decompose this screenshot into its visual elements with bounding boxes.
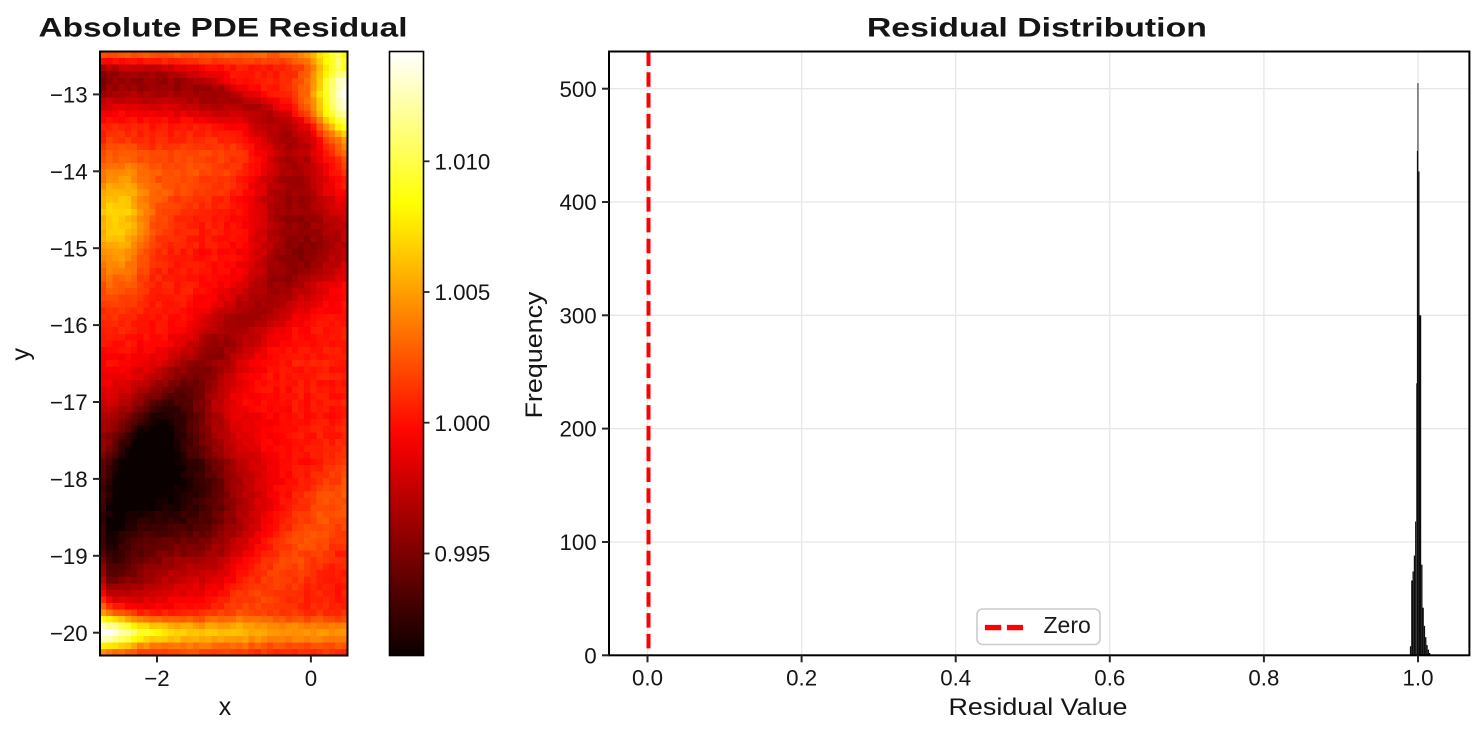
svg-text:Residual Value: Residual Value [949, 694, 1128, 721]
svg-text:300: 300 [559, 303, 596, 328]
svg-text:x: x [219, 693, 232, 721]
svg-text:0: 0 [305, 666, 317, 691]
svg-text:200: 200 [559, 417, 596, 442]
svg-text:−14: −14 [50, 159, 88, 184]
svg-text:0.0: 0.0 [632, 666, 663, 691]
svg-text:0.8: 0.8 [1248, 666, 1279, 691]
svg-text:Residual Distribution: Residual Distribution [867, 12, 1207, 42]
svg-text:Zero: Zero [1044, 612, 1091, 638]
svg-text:−18: −18 [50, 467, 88, 492]
svg-text:−17: −17 [50, 390, 88, 415]
svg-text:0.2: 0.2 [786, 666, 817, 691]
svg-text:−13: −13 [50, 83, 88, 108]
svg-text:1.000: 1.000 [435, 411, 491, 436]
svg-text:−16: −16 [50, 313, 88, 338]
svg-text:500: 500 [559, 77, 596, 102]
svg-text:1.010: 1.010 [435, 149, 491, 174]
svg-text:0.995: 0.995 [435, 542, 491, 567]
svg-text:0.6: 0.6 [1094, 666, 1125, 691]
svg-text:−2: −2 [144, 666, 169, 691]
svg-text:y: y [7, 348, 35, 361]
svg-text:−20: −20 [50, 621, 88, 646]
svg-text:Frequency: Frequency [521, 292, 548, 419]
svg-text:−19: −19 [50, 544, 88, 569]
svg-text:0: 0 [584, 643, 596, 668]
svg-text:−15: −15 [50, 236, 88, 261]
svg-text:100: 100 [559, 530, 596, 555]
svg-text:1.0: 1.0 [1403, 666, 1434, 691]
svg-text:1.005: 1.005 [435, 280, 491, 305]
svg-text:0.4: 0.4 [940, 666, 971, 691]
svg-text:400: 400 [559, 190, 596, 215]
svg-text:Absolute PDE Residual: Absolute PDE Residual [39, 12, 408, 42]
